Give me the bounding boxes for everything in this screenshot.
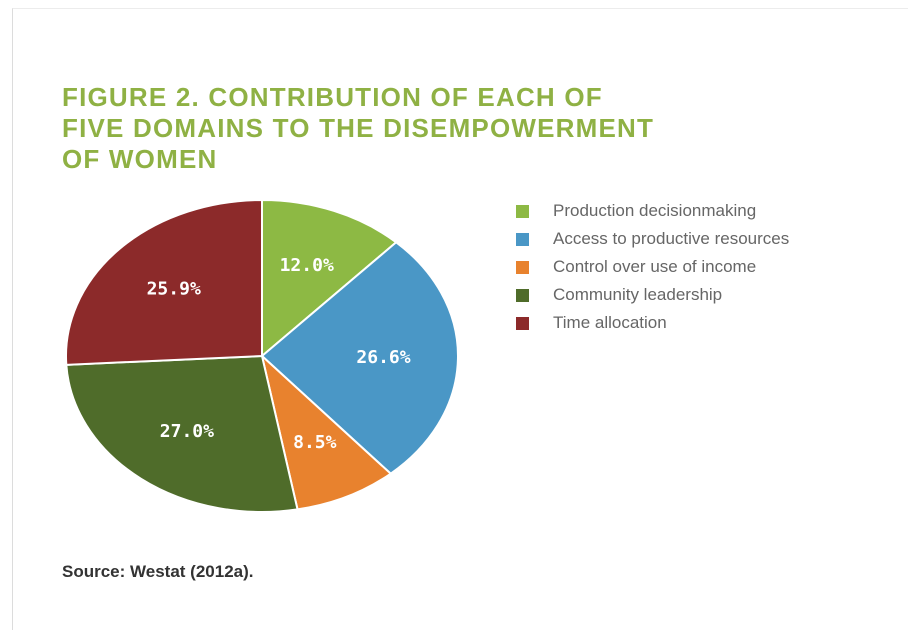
pie-slice-control-over-use-of-income — [260, 353, 393, 511]
legend-item-access-to-productive-resources: Access to productive resources — [516, 228, 846, 249]
slice-label-community-leadership: 27.0% — [160, 421, 214, 442]
figure-title: FIGURE 2. CONTRIBUTION OF EACH OF FIVE D… — [62, 82, 782, 175]
legend-swatch — [516, 205, 529, 218]
figure-title-line-1: FIGURE 2. CONTRIBUTION OF EACH OF — [62, 82, 603, 112]
figure-title-line-3: OF WOMEN — [62, 144, 218, 174]
pie-slice-access-to-productive-resources — [260, 241, 459, 475]
legend-label: Access to productive resources — [553, 229, 790, 248]
legend-swatch — [516, 233, 529, 246]
legend-item-time-allocation: Time allocation — [516, 312, 846, 333]
pie-slice-time-allocation — [64, 198, 263, 366]
slice-label-time-allocation: 25.9% — [147, 279, 201, 300]
slice-label-control-over-use-of-income: 8.5% — [293, 432, 337, 453]
slice-label-access-to-productive-resources: 26.6% — [356, 347, 410, 368]
source-note: Source: Westat (2012a). — [62, 562, 254, 581]
chart-legend: Production decisionmaking Access to produ… — [516, 200, 846, 340]
figure-title-line-2: FIVE DOMAINS TO THE DISEMPOWERMENT — [62, 113, 655, 143]
pie-slice-production-decisionmaking — [261, 198, 398, 359]
legend-swatch — [516, 289, 529, 302]
legend-item-control-over-use-of-income: Control over use of income — [516, 256, 846, 277]
legend-label: Time allocation — [553, 313, 667, 332]
legend-swatch — [516, 317, 529, 330]
legend-label: Community leadership — [553, 285, 723, 304]
legend-item-community-leadership: Community leadership — [516, 284, 846, 305]
pie-slice-community-leadership — [65, 354, 299, 513]
legend-label: Control over use of income — [553, 257, 757, 276]
legend-item-production-decisionmaking: Production decisionmaking — [516, 200, 846, 221]
legend-swatch — [516, 261, 529, 274]
legend-label: Production decisionmaking — [553, 201, 757, 220]
figure-frame — [12, 8, 908, 630]
slice-label-production-decisionmaking: 12.0% — [280, 255, 334, 276]
pie-chart: 12.0% 26.6% 8.5% 27.0% 25.9% — [64, 198, 459, 513]
